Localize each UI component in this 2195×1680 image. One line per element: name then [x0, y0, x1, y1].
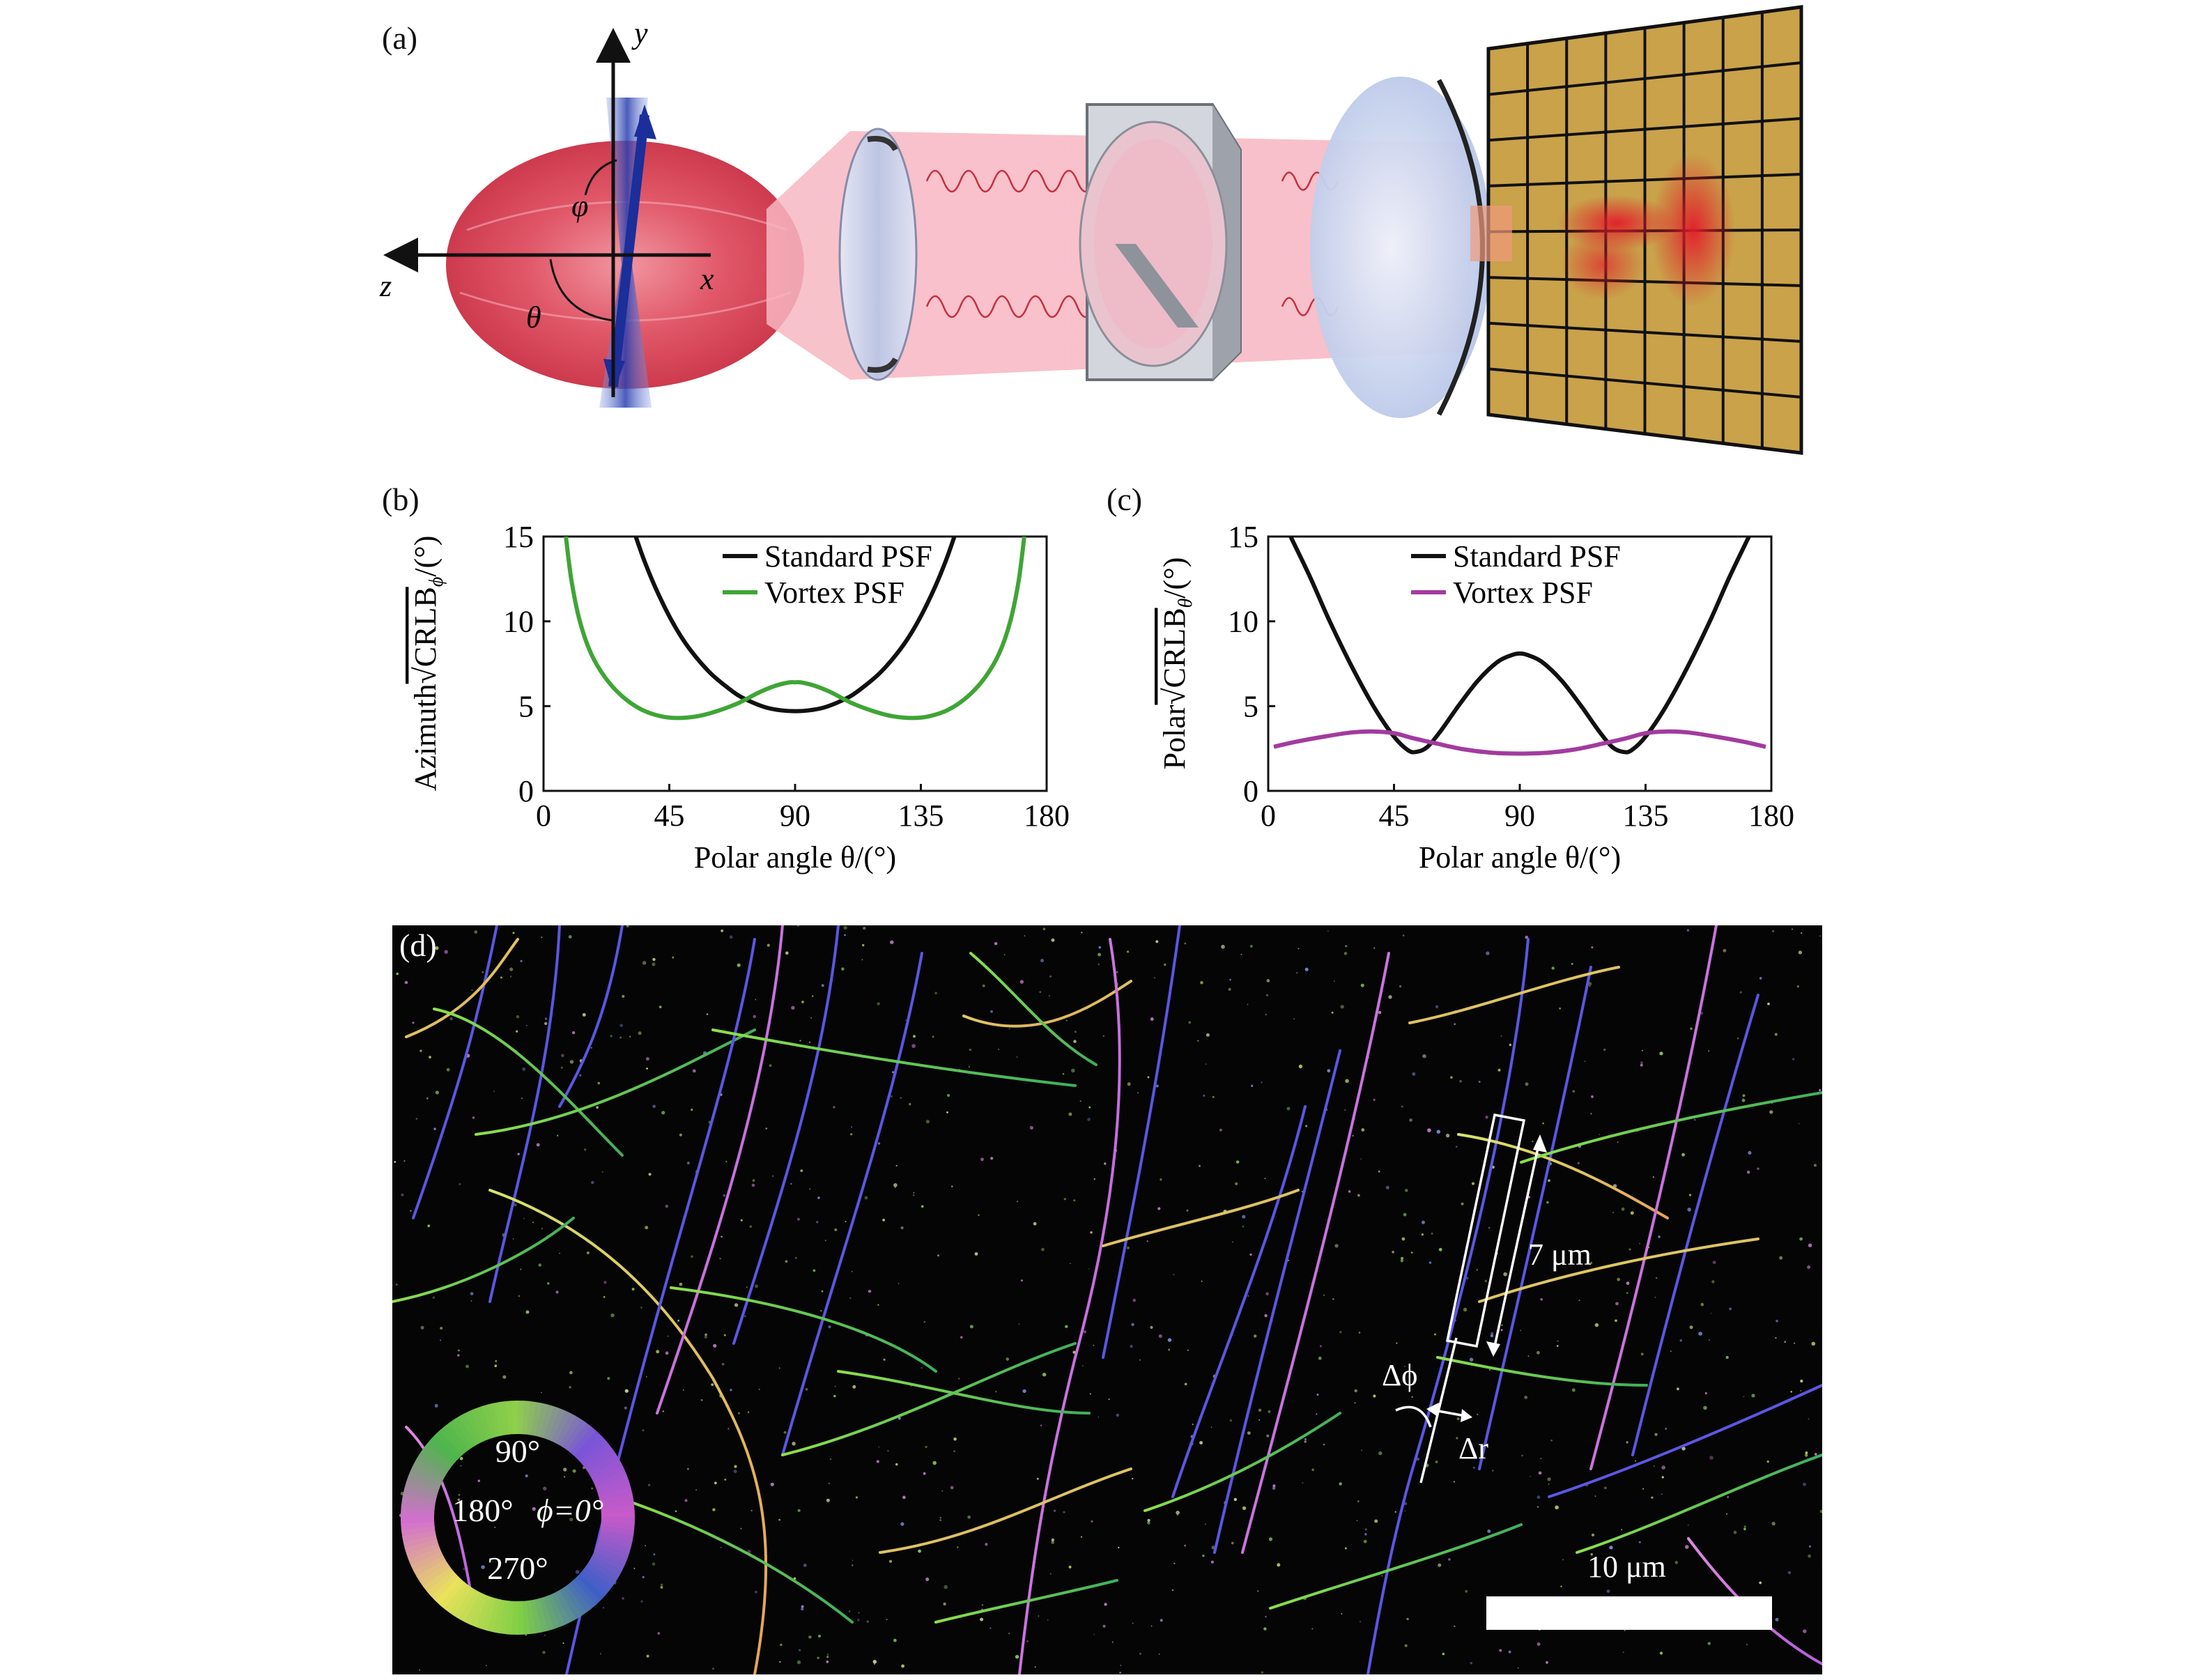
panel-b: (b) 0 45 90 135 180 0 5 10 15 Standard PSF Vortex…: [376, 474, 1094, 892]
axis-z-label: z: [379, 269, 392, 303]
scale-bar: [1486, 1596, 1772, 1630]
panel-a-label: (a): [382, 20, 418, 56]
axis-x-label: x: [700, 262, 714, 296]
x-tick-label: 135: [898, 799, 944, 833]
phi-label: φ: [571, 189, 588, 223]
x-tick-label: 45: [1379, 799, 1410, 833]
x-tick-label: 135: [1623, 799, 1669, 833]
theta-label: θ: [526, 300, 541, 334]
vortex-phase-plate: [1079, 103, 1242, 381]
x-tick-label: 0: [536, 799, 551, 833]
length-annotation-box: [1395, 1113, 1547, 1484]
x-tick-label: 0: [1261, 799, 1276, 833]
panel-d-label: (d): [399, 927, 437, 963]
x-axis-title: Polar angle θ/(°): [694, 840, 896, 874]
x-tick-label: 45: [654, 799, 685, 833]
y-tick-label: 0: [518, 774, 534, 808]
panel-c: (c) 0 45 90 135 180 0 5 10 15 Standard PSF Vortex…: [1101, 474, 1819, 892]
wheel-label-180: 180°: [452, 1493, 513, 1528]
series-line-standard-psf: [633, 537, 957, 714]
y-tick-label: 5: [1243, 689, 1258, 723]
x-axis-title: Polar angle θ/(°): [1419, 840, 1621, 874]
series-line-vortex-psf: [564, 537, 1026, 720]
y-tick-label: 10: [1228, 605, 1258, 639]
y-tick-label: 5: [518, 689, 534, 723]
tick-layer: 0 45 90 135 180 0 5 10 15: [503, 520, 1070, 833]
delta-phi-label: Δϕ: [1382, 1358, 1417, 1392]
legend-label: Standard PSF: [1453, 539, 1621, 573]
panel-d-microscopy-image: 7 μm Δϕ Δr 10 μm 90° 180° ϕ=0° 270° (d): [392, 925, 1822, 1674]
series-line-standard-psf: [1288, 537, 1751, 755]
tick-layer: 0 45 90 135 180 0 5 10 15: [1228, 520, 1794, 833]
length-annotation-label: 7 μm: [1528, 1238, 1592, 1272]
series-line-vortex-psf: [1273, 729, 1766, 756]
y-axis-title: Polar√CRLBθ/(°): [1157, 557, 1196, 770]
panel-b-label: (b): [382, 481, 419, 517]
microscopy-image: 7 μm Δϕ Δr 10 μm 90° 180° ϕ=0° 270°: [392, 925, 1822, 1674]
x-tick-label: 180: [1748, 799, 1794, 833]
plot-frame: [542, 535, 1048, 792]
optical-setup-diagram: y z x φ θ: [379, 5, 1803, 455]
x-tick-label: 180: [1024, 799, 1070, 833]
imaging-lens: [1310, 77, 1491, 418]
legend-label: Vortex PSF: [1453, 576, 1593, 610]
axis-y-label: y: [631, 16, 648, 50]
orientation-color-wheel: [401, 1401, 635, 1635]
x-tick-label: 90: [1504, 799, 1535, 833]
y-tick-label: 15: [1228, 520, 1258, 554]
scale-bar-label: 10 μm: [1587, 1550, 1666, 1584]
series-layer: [1273, 537, 1766, 756]
series-layer: [564, 537, 1026, 720]
y-tick-label: 10: [503, 605, 534, 639]
wheel-label-90: 90°: [495, 1433, 540, 1469]
y-tick-label: 0: [1243, 774, 1258, 808]
wheel-label-0: ϕ=0°: [537, 1493, 603, 1528]
coordinate-axes: [383, 28, 711, 397]
panel-a: (a): [376, 0, 1840, 467]
legend-label: Standard PSF: [764, 539, 932, 573]
wheel-label-270: 270°: [487, 1550, 548, 1586]
y-tick-label: 15: [503, 520, 534, 554]
legend-label: Vortex PSF: [764, 576, 904, 610]
y-axis-title: Azimuth√CRLBϕ/(°): [408, 536, 447, 792]
camera-sensor: [1470, 5, 1803, 455]
x-tick-label: 90: [780, 799, 810, 833]
delta-r-label: Δr: [1458, 1431, 1488, 1465]
panel-c-label: (c): [1107, 481, 1143, 517]
collimating-lens: [838, 128, 918, 381]
